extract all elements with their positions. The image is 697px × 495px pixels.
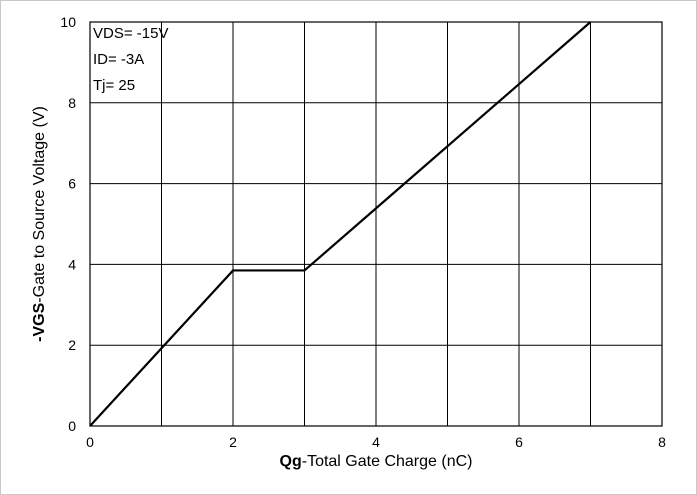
- y-tick-label: 6: [68, 176, 76, 192]
- annotation-text: VDS= -15V: [93, 25, 168, 42]
- y-axis-label-text: -Gate to Source Voltage (V): [31, 106, 48, 303]
- x-tick-label: 0: [86, 434, 94, 450]
- x-tick-label: 4: [372, 434, 380, 450]
- annotation-text: Tj= 25: [93, 77, 135, 94]
- x-tick-label: 8: [658, 434, 666, 450]
- y-axis-label: -VGS-Gate to Source Voltage (V): [31, 106, 48, 342]
- series-layer: [89, 21, 592, 427]
- series-line: [89, 21, 592, 427]
- y-tick-labels: 0 2 4 6 8 10: [60, 14, 76, 434]
- y-tick-label: 10: [60, 14, 76, 30]
- x-tick-label: 2: [229, 434, 237, 450]
- x-tick-label: 6: [515, 434, 523, 450]
- y-tick-label: 4: [68, 256, 76, 272]
- plot-area: [89, 21, 663, 427]
- grid-lines: [90, 21, 663, 426]
- x-axis-label-text: -Total Gate Charge (nC): [302, 453, 473, 470]
- annotations: VDS= -15V ID= -3A Tj= 25: [93, 25, 168, 94]
- x-axis-label-symbol: Qg: [280, 453, 302, 470]
- x-tick-labels: 0 2 4 6 8: [86, 434, 666, 450]
- y-axis-label-symbol: -VGS: [31, 302, 48, 341]
- annotation-text: ID= -3A: [93, 51, 144, 68]
- y-tick-label: 0: [68, 418, 76, 434]
- y-tick-label: 2: [68, 337, 76, 353]
- x-axis-label: Qg-Total Gate Charge (nC): [280, 453, 473, 470]
- y-tick-label: 8: [68, 95, 76, 111]
